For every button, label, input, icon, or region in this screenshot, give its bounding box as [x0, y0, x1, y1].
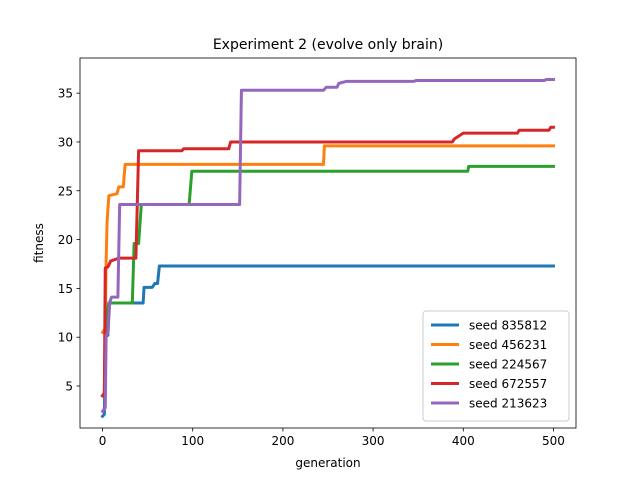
chart-title: Experiment 2 (evolve only brain) [213, 37, 443, 53]
x-tick-label: 500 [542, 434, 565, 448]
legend-label-4: seed 213623 [469, 397, 547, 411]
legend-label-1: seed 456231 [469, 338, 547, 352]
y-tick-label: 25 [58, 184, 73, 198]
x-tick-label: 300 [362, 434, 385, 448]
x-tick-label: 0 [99, 434, 107, 448]
y-tick-label: 20 [58, 233, 73, 247]
series-line-4 [100, 77, 555, 414]
series-line-3 [100, 125, 555, 398]
legend: seed 835812 seed 456231 seed 224567 seed 67… [422, 310, 570, 422]
x-tick-label: 200 [271, 434, 294, 448]
legend-box [422, 310, 570, 422]
y-tick-label: 10 [58, 331, 73, 345]
y-tick-label: 15 [58, 282, 73, 296]
y-tick-label: 5 [65, 380, 73, 394]
x-tick-label: 400 [452, 434, 475, 448]
x-axis-label: generation [295, 456, 360, 470]
y-tick-label: 35 [58, 87, 73, 101]
legend-label-0: seed 835812 [469, 319, 547, 333]
x-axis-ticks: 0 100 200 300 400 500 [99, 428, 565, 448]
y-axis-label: fitness [32, 223, 46, 263]
series-line-1 [100, 144, 555, 335]
x-tick-label: 100 [181, 434, 204, 448]
legend-label-2: seed 224567 [469, 358, 547, 372]
y-axis-ticks: 5 10 15 20 25 30 35 [58, 87, 80, 394]
y-tick-label: 30 [58, 135, 73, 149]
plot-frame [79, 57, 577, 429]
series-layer [100, 77, 555, 419]
legend-label-3: seed 672557 [469, 377, 547, 391]
